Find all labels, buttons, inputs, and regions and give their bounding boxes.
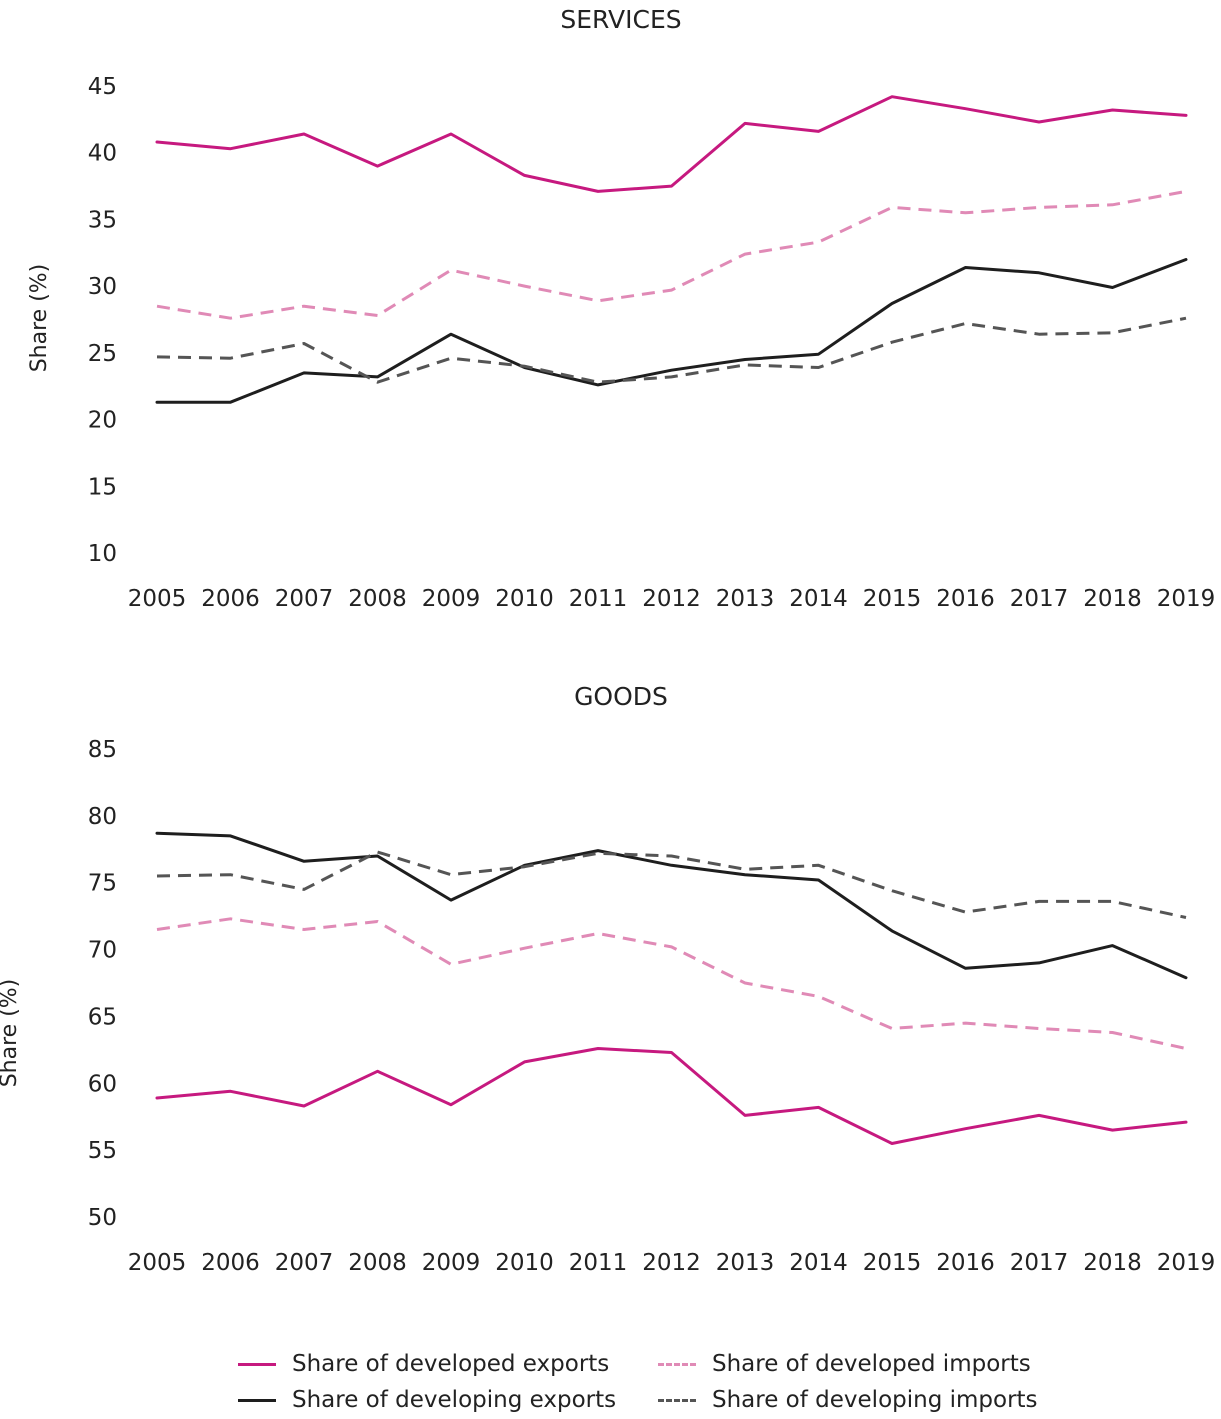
x-tick-label: 2010	[495, 586, 554, 612]
legend-label-developed-imports: Share of developed imports	[712, 1351, 1031, 1377]
y-tick-label: 35	[88, 207, 117, 233]
legend-swatch-developing-exports	[238, 1398, 276, 1402]
legend-item-developed-exports: Share of developed exports	[238, 1349, 609, 1379]
x-tick-label: 2019	[1157, 586, 1216, 612]
x-tick-label: 2008	[348, 586, 407, 612]
y-tick-label: 65	[88, 1004, 117, 1030]
series-line-share-of-developed-exports	[155, 95, 1188, 193]
y-tick-label: 55	[88, 1138, 117, 1164]
chart-goods: GOODS Share (%) 50 55 60 65 70 75 80 85 2005 2006 20…	[0, 682, 1215, 1276]
x-tick-label: 2013	[716, 586, 775, 612]
x-tick-label: 2010	[495, 1250, 554, 1276]
x-tick-label: 2011	[569, 586, 628, 612]
y-tick-label: 20	[88, 408, 117, 434]
x-tick-label: 2009	[422, 1250, 481, 1276]
series-line-share-of-developed-imports	[156, 189, 1187, 320]
series-line-share-of-developing-imports	[156, 316, 1187, 384]
x-tick-label: 2007	[275, 586, 334, 612]
x-tick-label: 2012	[642, 1250, 701, 1276]
y-tick-label: 45	[88, 74, 117, 100]
y-tick-label: 60	[88, 1071, 117, 1097]
chart-title: SERVICES	[560, 5, 681, 34]
x-tick-label: 2012	[642, 586, 701, 612]
x-tick-label: 2011	[569, 1250, 628, 1276]
x-tick-label: 2007	[275, 1250, 334, 1276]
legend-label-developed-exports: Share of developed exports	[292, 1351, 610, 1377]
y-tick-label: 40	[88, 141, 117, 167]
y-axis-label: Share (%)	[27, 264, 52, 373]
legend-item-developing-exports: Share of developing exports	[238, 1385, 616, 1415]
series-line-share-of-developed-exports	[155, 1047, 1188, 1145]
x-tick-label: 2016	[936, 1250, 995, 1276]
x-tick-label: 2005	[128, 586, 187, 612]
legend-item-developed-imports: Share of developed imports	[658, 1349, 1031, 1379]
x-tick-label: 2019	[1157, 1250, 1216, 1276]
y-tick-label: 80	[88, 804, 117, 830]
y-tick-label: 30	[88, 274, 117, 300]
y-tick-label: 85	[88, 737, 117, 763]
x-tick-label: 2013	[716, 1250, 775, 1276]
legend-label-developing-imports: Share of developing imports	[712, 1387, 1038, 1413]
chart-services: SERVICES Share (%) 10 15 20 25 30 35 40 45 2005 200…	[27, 5, 1215, 612]
series-line-share-of-developing-imports	[156, 850, 1187, 919]
legend-swatch-developed-imports	[658, 1362, 696, 1366]
y-tick-label: 50	[88, 1205, 117, 1231]
y-tick-label: 10	[88, 541, 117, 567]
x-tick-label: 2015	[863, 1250, 922, 1276]
series-line-share-of-developing-exports	[155, 258, 1188, 404]
y-tick-label: 75	[88, 871, 117, 897]
legend-swatch-developed-exports	[238, 1362, 276, 1366]
x-tick-label: 2017	[1010, 586, 1069, 612]
x-tick-label: 2017	[1010, 1250, 1069, 1276]
chart-title: GOODS	[574, 682, 668, 711]
legend: Share of developed exports Share of deve…	[238, 1345, 1098, 1417]
x-tick-label: 2015	[863, 586, 922, 612]
legend-swatch-developing-imports	[658, 1398, 696, 1402]
x-tick-label: 2008	[348, 1250, 407, 1276]
y-tick-label: 15	[88, 474, 117, 500]
x-tick-label: 2016	[936, 586, 995, 612]
series-line-share-of-developed-imports	[156, 917, 1187, 1050]
x-tick-label: 2005	[128, 1250, 187, 1276]
x-tick-label: 2014	[789, 1250, 848, 1276]
x-tick-label: 2006	[201, 586, 260, 612]
x-tick-label: 2009	[422, 586, 481, 612]
y-tick-label: 25	[88, 341, 117, 367]
charts-svg: SERVICES Share (%) 10 15 20 25 30 35 40 45 2005 200…	[0, 5, 1215, 1276]
y-axis-label: Share (%)	[0, 979, 22, 1088]
series-line-share-of-developing-exports	[155, 831, 1188, 980]
legend-item-developing-imports: Share of developing imports	[658, 1385, 1038, 1415]
x-tick-label: 2018	[1083, 586, 1142, 612]
x-tick-label: 2018	[1083, 1250, 1142, 1276]
legend-label-developing-exports: Share of developing exports	[292, 1387, 617, 1413]
x-tick-label: 2014	[789, 586, 848, 612]
y-tick-label: 70	[88, 938, 117, 964]
x-tick-label: 2006	[201, 1250, 260, 1276]
